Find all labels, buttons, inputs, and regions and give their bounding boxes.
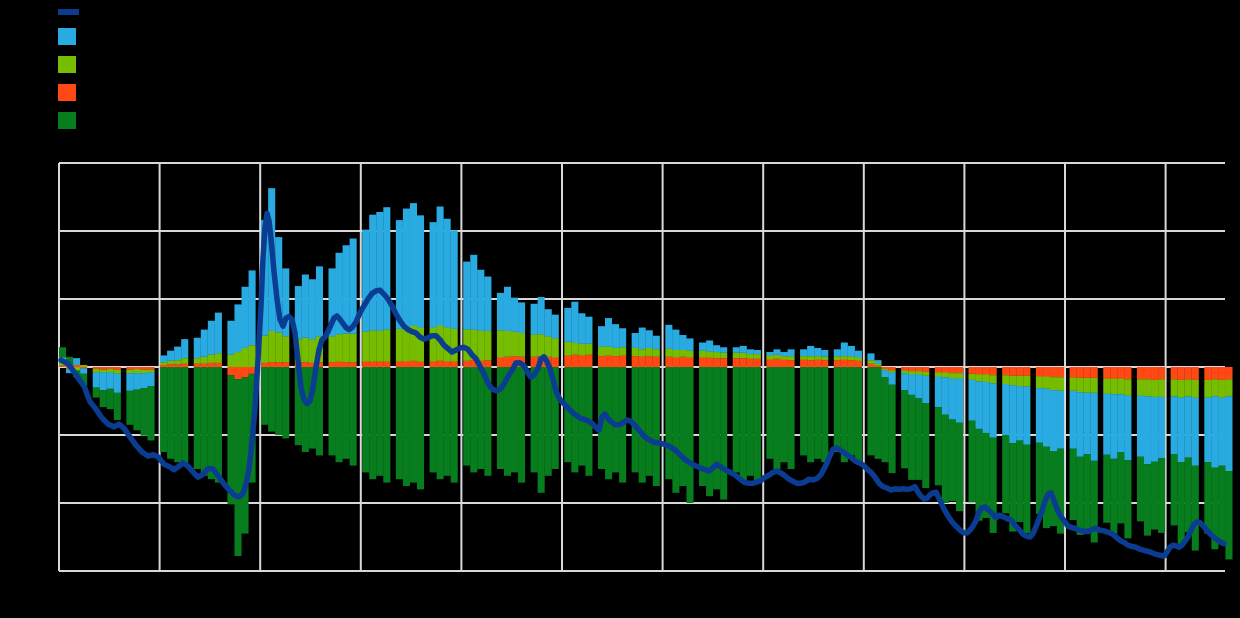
legend-item-light-green bbox=[58, 56, 76, 73]
legend-swatch-dark-green-icon bbox=[58, 112, 76, 129]
legend-swatch-orange-icon bbox=[58, 84, 76, 101]
legend-swatch-light-green-icon bbox=[58, 56, 76, 73]
legend-item-orange bbox=[58, 84, 76, 101]
legend-swatch-cyan-icon bbox=[58, 28, 76, 45]
legend-swatch-line-icon bbox=[58, 9, 79, 15]
legend-item-line bbox=[58, 9, 79, 15]
legend-item-cyan bbox=[58, 28, 76, 45]
legend-item-dark-green bbox=[58, 112, 76, 129]
